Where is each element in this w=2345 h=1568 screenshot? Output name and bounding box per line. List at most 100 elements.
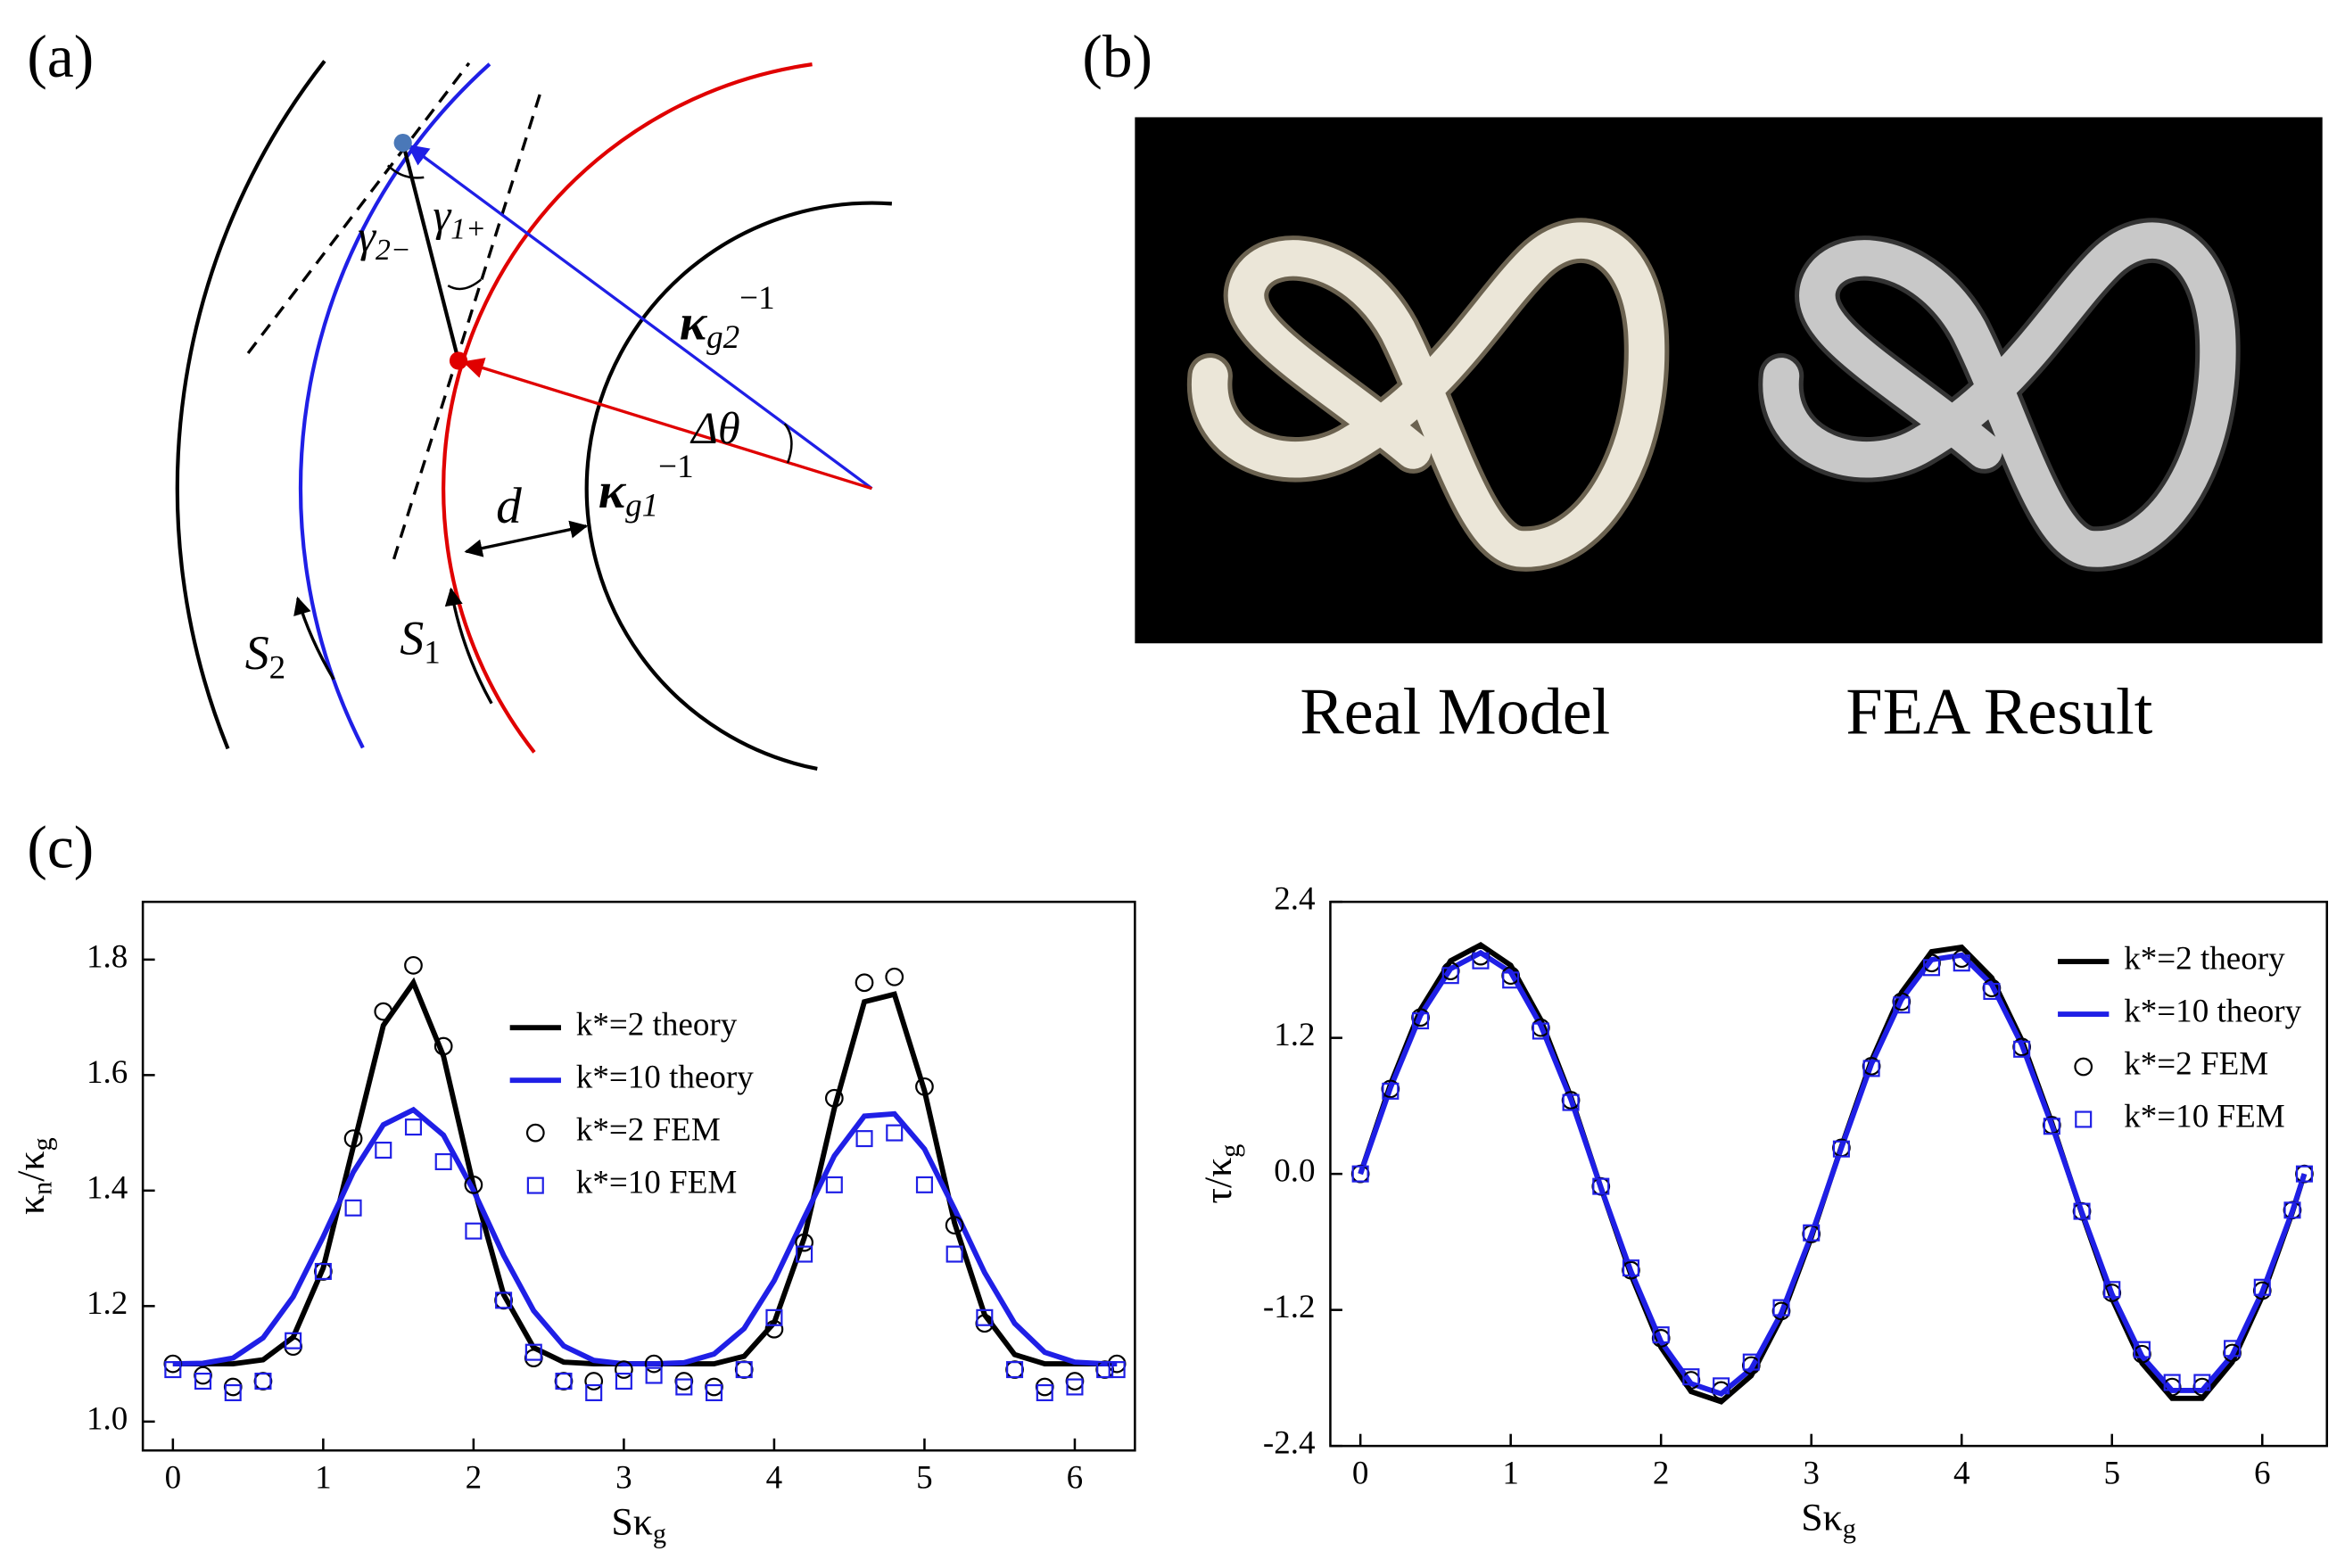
angle-arc <box>447 278 483 291</box>
x-tick-label: 3 <box>1803 1455 1820 1491</box>
axis-label-part: g <box>1843 1514 1856 1544</box>
data-point <box>976 1308 994 1326</box>
data-point <box>223 1377 243 1397</box>
axis-label: Sκg <box>611 1501 666 1549</box>
data-point <box>2073 1202 2091 1220</box>
fea-model <box>1758 218 2241 572</box>
legend-label: k*=10 theory <box>2124 994 2301 1030</box>
point <box>393 133 412 153</box>
legend-label: k*=10 FEM <box>2124 1099 2285 1135</box>
data-point <box>734 1360 754 1379</box>
data-point <box>344 1199 362 1217</box>
data-point <box>945 1245 963 1263</box>
data-point <box>885 967 904 986</box>
y-tick-label: 0.0 <box>1274 1153 1315 1190</box>
data-point <box>1713 1377 1730 1395</box>
y-tick-label: -1.2 <box>1263 1289 1316 1325</box>
data-point <box>1772 1299 1790 1316</box>
caption: Real Model <box>1300 676 1610 749</box>
axis-label-part: g <box>28 1137 58 1151</box>
data-point <box>1893 996 1911 1014</box>
data-point <box>2043 1118 2060 1135</box>
caption: FEA Result <box>1845 676 2152 749</box>
distance-label: d <box>496 478 522 534</box>
data-point <box>765 1308 783 1326</box>
data-point <box>465 1222 483 1240</box>
data-point <box>253 1372 273 1391</box>
data-point <box>404 1118 422 1136</box>
panel-b: (b) Real Model FEA Result <box>1082 23 2323 749</box>
data-point <box>1923 959 1941 977</box>
y-tick-label: 2.4 <box>1274 881 1315 918</box>
data-point <box>374 1002 393 1021</box>
circle-arc <box>584 201 893 772</box>
data-point <box>1562 1093 1580 1111</box>
tangent-line <box>392 89 543 560</box>
data-point <box>343 1129 363 1148</box>
data-point <box>915 1176 933 1193</box>
data-point <box>554 1372 574 1391</box>
plot-frame <box>141 900 1136 1452</box>
data-point <box>585 1383 603 1401</box>
angle-arc <box>783 423 793 464</box>
data-point <box>1532 1022 1549 1040</box>
data-point <box>524 1349 543 1367</box>
angle-arc <box>386 164 425 179</box>
data-point <box>1382 1082 1400 1100</box>
x-tick-label: 0 <box>1352 1455 1369 1491</box>
series-line <box>1358 949 2308 1398</box>
data-point <box>1108 1361 1126 1379</box>
panel-label: (c) <box>27 814 94 881</box>
real-model <box>1186 218 1670 572</box>
x-tick-label: 4 <box>1953 1455 1970 1491</box>
axis-label-part: Sκ <box>611 1501 652 1544</box>
data-point <box>1592 1177 1610 1195</box>
data-point <box>495 1292 513 1309</box>
x-tick-label: 6 <box>2254 1455 2271 1491</box>
circle-arc <box>175 60 326 750</box>
data-point <box>1953 954 1970 972</box>
data-point <box>1682 1368 1700 1386</box>
data-point <box>164 1361 182 1379</box>
distance-arrow <box>464 520 589 557</box>
radius-label: κg1−1 <box>599 448 694 524</box>
data-point <box>824 1088 844 1108</box>
y-tick-label: -2.4 <box>1263 1425 1316 1462</box>
data-point <box>194 1366 212 1385</box>
y-tick-label: 1.2 <box>87 1285 128 1322</box>
legend-swatch <box>2075 1110 2093 1128</box>
data-point <box>2295 1165 2313 1183</box>
data-point <box>1502 971 1520 989</box>
axis-label-part: g <box>653 1518 666 1548</box>
plot-frame <box>1329 900 2328 1448</box>
data-point <box>645 1366 663 1384</box>
data-point <box>1351 1165 1369 1183</box>
data-point <box>1005 1360 1024 1379</box>
data-point <box>194 1372 212 1391</box>
angle-label: γ1+ <box>433 190 486 246</box>
circle-arc <box>442 62 813 754</box>
data-point <box>1983 983 2001 1001</box>
data-point <box>2224 1340 2242 1358</box>
legend-label: k*=2 FEM <box>576 1112 721 1149</box>
tangent-line <box>246 62 471 355</box>
legend-label: k*=2 theory <box>2124 941 2285 978</box>
data-point <box>796 1245 813 1263</box>
y-tick-label: 1.4 <box>87 1169 128 1206</box>
x-tick-label: 3 <box>615 1459 632 1496</box>
axis-label-part: Sκ <box>1801 1496 1842 1539</box>
data-point <box>2253 1278 2271 1296</box>
data-point <box>2133 1341 2151 1358</box>
data-point <box>1096 1361 1114 1379</box>
data-point <box>1622 1259 1640 1277</box>
data-point <box>1742 1353 1760 1371</box>
legend-label: k*=2 FEM <box>2124 1046 2268 1083</box>
x-tick-label: 1 <box>1502 1455 1519 1491</box>
data-point <box>615 1360 633 1379</box>
radius-arrow <box>462 358 872 491</box>
data-point <box>855 1130 873 1148</box>
axis-label-part: τ/κ <box>1197 1158 1240 1204</box>
data-point <box>284 1337 303 1357</box>
legend-label: k*=10 theory <box>576 1060 754 1096</box>
